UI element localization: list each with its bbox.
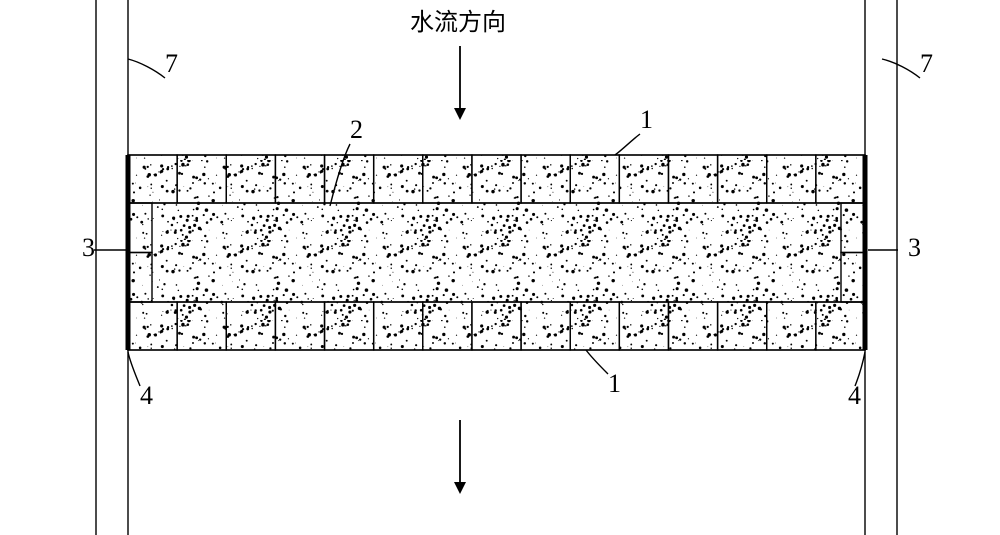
callout-label-1-bot: 1	[608, 369, 621, 398]
title-flow-direction: 水流方向	[410, 9, 506, 36]
callout-label-4-right: 4	[848, 381, 861, 410]
dam-structure	[128, 155, 865, 350]
callout-label-3-right: 3	[908, 233, 921, 262]
callout-label-3-left: 3	[82, 233, 95, 262]
dam-outline	[128, 155, 865, 350]
engineering-diagram: 水流方向 7 7 1 2 3 3 4 4 1	[0, 0, 1000, 535]
callout-label-4-left: 4	[140, 381, 153, 410]
callout-label-2: 2	[350, 115, 363, 144]
callout-label-1-top: 1	[640, 105, 653, 134]
callout-label-7-right: 7	[920, 49, 933, 78]
callout-label-7-left: 7	[165, 49, 178, 78]
